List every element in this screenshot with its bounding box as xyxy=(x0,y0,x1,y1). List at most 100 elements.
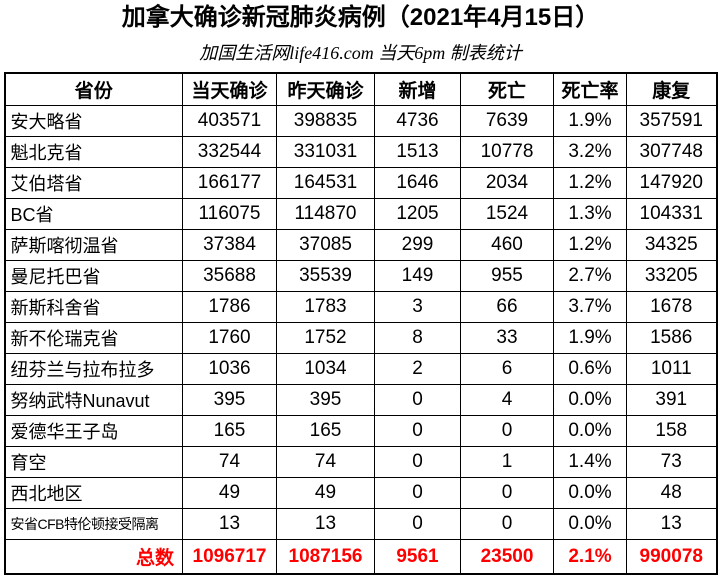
death-rate-cell: 0.0% xyxy=(553,415,627,447)
deaths-cell: 4 xyxy=(460,384,554,416)
recovered-cell: 158 xyxy=(626,415,717,447)
new-cases-cell: 0 xyxy=(374,415,461,447)
death-rate-cell: 1.9% xyxy=(553,322,627,354)
header-cell-recovered: 康复 xyxy=(626,72,717,106)
recovered-cell: 1678 xyxy=(626,291,717,323)
new-cases-cell: 2 xyxy=(374,353,461,385)
death-rate-cell: 0.6% xyxy=(553,353,627,385)
recovered-cell: 104331 xyxy=(626,198,717,230)
death-rate-cell: 3.2% xyxy=(553,136,627,168)
recovered-cell: 33205 xyxy=(626,260,717,292)
header-cell-confirmed-today: 当天确诊 xyxy=(182,72,277,106)
header-row: 省份 当天确诊 昨天确诊 新增 死亡 死亡率 康复 xyxy=(4,72,717,106)
table-row: 魁北克省 332544 331031 1513 10778 3.2% 307748 xyxy=(4,136,717,168)
new-cases-cell: 0 xyxy=(374,477,461,509)
confirmed-today-cell: 1760 xyxy=(182,322,277,354)
total-new-cases-cell: 9561 xyxy=(374,539,461,575)
confirmed-today-cell: 37384 xyxy=(182,229,277,261)
confirmed-yesterday-cell: 395 xyxy=(276,384,375,416)
deaths-cell: 1 xyxy=(460,446,554,478)
confirmed-yesterday-cell: 331031 xyxy=(276,136,375,168)
total-deaths-cell: 23500 xyxy=(460,539,554,575)
death-rate-cell: 1.2% xyxy=(553,167,627,199)
recovered-cell: 34325 xyxy=(626,229,717,261)
table-row: 萨斯喀彻温省 37384 37085 299 460 1.2% 34325 xyxy=(4,229,717,261)
province-cell: 安大略省 xyxy=(4,105,183,137)
total-confirmed-yesterday-cell: 1087156 xyxy=(276,539,375,575)
province-cell: 西北地区 xyxy=(4,477,183,509)
confirmed-yesterday-cell: 1752 xyxy=(276,322,375,354)
confirmed-today-cell: 49 xyxy=(182,477,277,509)
confirmed-today-cell: 165 xyxy=(182,415,277,447)
table-row: 爱德华王子岛 165 165 0 0 0.0% 158 xyxy=(4,415,717,447)
total-confirmed-today-cell: 1096717 xyxy=(182,539,277,575)
recovered-cell: 307748 xyxy=(626,136,717,168)
province-cell: 新不伦瑞克省 xyxy=(4,322,183,354)
covid-stats-table: 省份 当天确诊 昨天确诊 新增 死亡 死亡率 康复 安大略省 403571 3988… xyxy=(3,72,718,575)
new-cases-cell: 0 xyxy=(374,508,461,540)
province-cell: BC省 xyxy=(4,198,183,230)
total-death-rate-cell: 2.1% xyxy=(553,539,627,575)
confirmed-yesterday-cell: 49 xyxy=(276,477,375,509)
death-rate-cell: 3.7% xyxy=(553,291,627,323)
province-cell: 纽芬兰与拉布拉多 xyxy=(4,353,183,385)
total-row: 总数 1096717 1087156 9561 23500 2.1% 990078 xyxy=(4,539,717,575)
confirmed-yesterday-cell: 37085 xyxy=(276,229,375,261)
confirmed-yesterday-cell: 165 xyxy=(276,415,375,447)
recovered-cell: 1586 xyxy=(626,322,717,354)
recovered-cell: 1011 xyxy=(626,353,717,385)
new-cases-cell: 1513 xyxy=(374,136,461,168)
recovered-cell: 73 xyxy=(626,446,717,478)
death-rate-cell: 0.0% xyxy=(553,508,627,540)
header-cell-province: 省份 xyxy=(4,72,183,106)
confirmed-yesterday-cell: 398835 xyxy=(276,105,375,137)
confirmed-today-cell: 13 xyxy=(182,508,277,540)
deaths-cell: 0 xyxy=(460,415,554,447)
table-row: 纽芬兰与拉布拉多 1036 1034 2 6 0.6% 1011 xyxy=(4,353,717,385)
table-row: 安大略省 403571 398835 4736 7639 1.9% 357591 xyxy=(4,105,717,137)
recovered-cell: 48 xyxy=(626,477,717,509)
table-row: 安省CFB特伦顿接受隔离 13 13 0 0 0.0% 13 xyxy=(4,508,717,540)
confirmed-today-cell: 116075 xyxy=(182,198,277,230)
deaths-cell: 6 xyxy=(460,353,554,385)
table-row: 艾伯塔省 166177 164531 1646 2034 1.2% 147920 xyxy=(4,167,717,199)
death-rate-cell: 1.4% xyxy=(553,446,627,478)
new-cases-cell: 1646 xyxy=(374,167,461,199)
confirmed-today-cell: 403571 xyxy=(182,105,277,137)
subtitle-source-note: 加国生活网life416.com 当天6pm 制表统计 xyxy=(199,43,522,63)
confirmed-yesterday-cell: 114870 xyxy=(276,198,375,230)
table-row: 曼尼托巴省 35688 35539 149 955 2.7% 33205 xyxy=(4,260,717,292)
table-row: 新斯科舍省 1786 1783 3 66 3.7% 1678 xyxy=(4,291,717,323)
confirmed-yesterday-cell: 35539 xyxy=(276,260,375,292)
death-rate-cell: 0.0% xyxy=(553,384,627,416)
total-recovered-cell: 990078 xyxy=(626,539,717,575)
deaths-cell: 7639 xyxy=(460,105,554,137)
confirmed-yesterday-cell: 74 xyxy=(276,446,375,478)
deaths-cell: 955 xyxy=(460,260,554,292)
confirmed-yesterday-cell: 13 xyxy=(276,508,375,540)
table-row: 育空 74 74 0 1 1.4% 73 xyxy=(4,446,717,478)
death-rate-cell: 0.0% xyxy=(553,477,627,509)
confirmed-today-cell: 332544 xyxy=(182,136,277,168)
province-cell: 曼尼托巴省 xyxy=(4,260,183,292)
recovered-cell: 13 xyxy=(626,508,717,540)
table-row: BC省 116075 114870 1205 1524 1.3% 104331 xyxy=(4,198,717,230)
province-cell: 育空 xyxy=(4,446,183,478)
table-row: 新不伦瑞克省 1760 1752 8 33 1.9% 1586 xyxy=(4,322,717,354)
new-cases-cell: 299 xyxy=(374,229,461,261)
confirmed-today-cell: 1036 xyxy=(182,353,277,385)
confirmed-today-cell: 1786 xyxy=(182,291,277,323)
province-cell: 萨斯喀彻温省 xyxy=(4,229,183,261)
confirmed-today-cell: 74 xyxy=(182,446,277,478)
recovered-cell: 357591 xyxy=(626,105,717,137)
new-cases-cell: 8 xyxy=(374,322,461,354)
table-row: 努纳武特Nunavut 395 395 0 4 0.0% 391 xyxy=(4,384,717,416)
page-title: 加拿大确诊新冠肺炎病例（2021年4月15日） xyxy=(121,4,600,31)
death-rate-cell: 2.7% xyxy=(553,260,627,292)
new-cases-cell: 149 xyxy=(374,260,461,292)
confirmed-yesterday-cell: 1783 xyxy=(276,291,375,323)
deaths-cell: 66 xyxy=(460,291,554,323)
header-cell-deaths: 死亡 xyxy=(460,72,554,106)
new-cases-cell: 1205 xyxy=(374,198,461,230)
